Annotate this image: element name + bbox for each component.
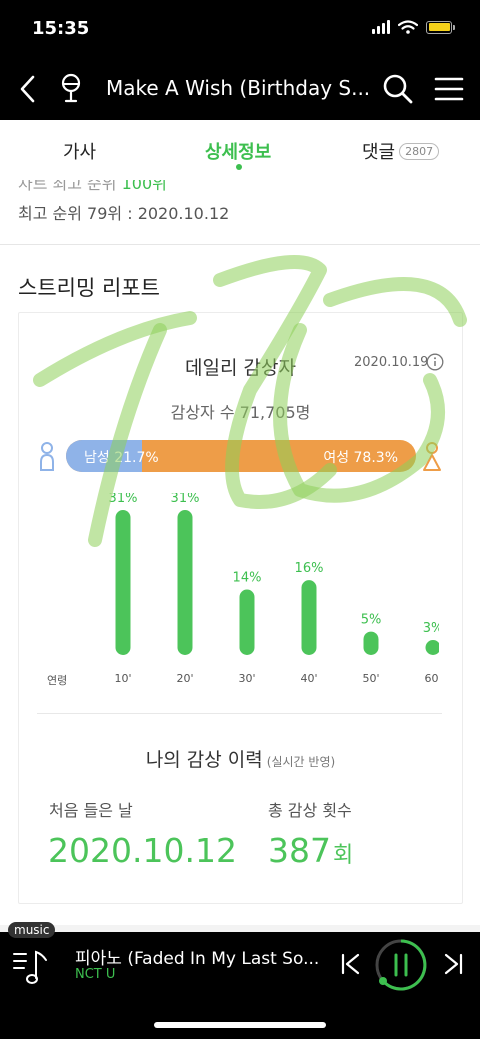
- search-icon[interactable]: [382, 73, 414, 105]
- my-history-subtitle: (실시간 반영): [266, 755, 336, 769]
- active-tab-indicator: [236, 164, 242, 170]
- female-label: 여성 78.3%: [323, 450, 398, 466]
- age-category-label: 10': [114, 672, 131, 685]
- comment-count-badge: 2807: [399, 142, 440, 160]
- song-title[interactable]: 피아노 (Faded In My Last So...: [75, 949, 320, 969]
- streaming-report-section: 스트리밍 리포트 데일리 감상자 2020.10.19 감상자 수 71,705…: [0, 245, 480, 925]
- age-bar-value-label: 31%: [171, 493, 200, 506]
- tab-comments[interactable]: 댓글 2807: [362, 138, 440, 164]
- age-category-label: 50': [362, 672, 379, 685]
- gender-ratio-bar: 남성 21.7% 여성 78.3%: [66, 440, 416, 472]
- skip-next-icon[interactable]: [440, 950, 468, 978]
- age-bar-2: [239, 589, 255, 655]
- status-time: 15:35: [32, 18, 90, 39]
- female-icon: [423, 442, 441, 471]
- total-count-label: 총 감상 횟수: [268, 801, 352, 820]
- skip-previous-icon[interactable]: [336, 950, 364, 978]
- rank-section: 차트 최고 순위 100위 최고 순위 79위 : 2020.10.12: [0, 180, 480, 245]
- tab-bar: 가사 상세정보 댓글 2807: [0, 120, 480, 180]
- home-indicator[interactable]: [154, 1022, 326, 1028]
- male-icon: [40, 442, 54, 471]
- age-bar-value-label: 31%: [109, 493, 138, 506]
- age-bar-4: [363, 631, 379, 655]
- music-tag: music: [8, 922, 56, 938]
- chevron-left-icon[interactable]: [14, 72, 42, 106]
- age-category-label: 60': [424, 672, 439, 685]
- rank-cut-value: 100위: [121, 180, 167, 193]
- rank-cut-text: 차트 최고 순위 100위: [18, 180, 167, 194]
- song-artist[interactable]: NCT U: [75, 967, 116, 982]
- hamburger-menu-icon[interactable]: [434, 75, 464, 103]
- tab-comments-label: 댓글: [362, 142, 396, 163]
- first-listen-label: 처음 들은 날: [49, 801, 133, 820]
- age-bar-value-label: 3%: [423, 621, 439, 636]
- status-icons: [372, 20, 455, 34]
- daily-date: 2020.10.19: [354, 355, 429, 370]
- my-history-title-text: 나의 감상 이력: [145, 749, 263, 771]
- top-bar: 15:35 Make A Wish (Birthday S...: [0, 0, 480, 120]
- mini-player: music 피아노 (Faded In My Last So... NCT U: [0, 922, 480, 1039]
- age-category-label: 20': [176, 672, 193, 685]
- section-title: 스트리밍 리포트: [18, 276, 160, 300]
- wifi-icon: [398, 20, 418, 34]
- pause-icon[interactable]: [374, 938, 428, 992]
- age-axis-label: 연령: [47, 674, 68, 687]
- rank-cut-prefix: 차트 최고 순위: [18, 180, 117, 193]
- age-bar-value-label: 16%: [295, 561, 324, 576]
- male-label: 남성 21.7%: [84, 450, 159, 466]
- info-icon[interactable]: [426, 353, 444, 371]
- divider: [37, 713, 442, 714]
- age-bar-1: [177, 510, 193, 655]
- battery-icon: [426, 20, 455, 34]
- listener-count: 감상자 수 71,705명: [170, 403, 311, 422]
- cellular-signal-icon: [372, 20, 390, 34]
- total-count-unit: 회: [333, 843, 354, 868]
- age-category-label: 40': [300, 672, 317, 685]
- total-count-number: 387: [268, 831, 331, 870]
- age-bar-3: [301, 580, 317, 655]
- tab-detail[interactable]: 상세정보: [205, 142, 272, 163]
- age-category-label: 30': [238, 672, 255, 685]
- best-rank-text: 최고 순위 79위 : 2020.10.12: [18, 204, 230, 223]
- streaming-card: 데일리 감상자 2020.10.19 감상자 수 71,705명 남성 21.7…: [18, 312, 463, 904]
- first-listen-date: 2020.10.12: [48, 831, 237, 870]
- age-bar-5: [425, 640, 439, 655]
- my-history-title: 나의 감상 이력 (실시간 반영): [19, 745, 462, 772]
- total-count-value: 387회: [268, 831, 353, 870]
- playlist-icon[interactable]: [10, 944, 54, 988]
- age-bar-0: [115, 510, 131, 655]
- age-bar-value-label: 14%: [233, 571, 262, 586]
- page-title: Make A Wish (Birthday S...: [106, 76, 371, 100]
- age-bar-value-label: 5%: [361, 613, 382, 628]
- microphone-icon[interactable]: [56, 72, 86, 106]
- tab-lyrics[interactable]: 가사: [63, 142, 97, 163]
- age-distribution-chart: 31% 10' 31% 20' 14% 30' 16% 40' 5% 50' 3% 60': [109, 493, 439, 685]
